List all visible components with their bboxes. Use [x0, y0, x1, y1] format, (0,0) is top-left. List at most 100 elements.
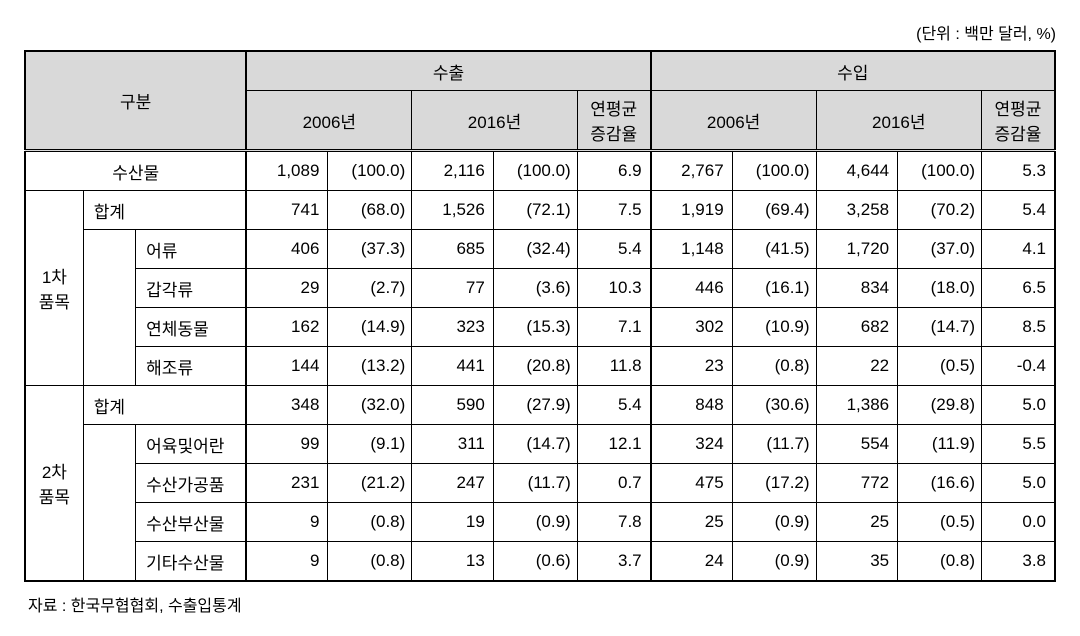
- cell-rate: 5.0: [982, 464, 1056, 503]
- cell-rate: -0.4: [982, 347, 1056, 386]
- row-label-seaweed: 해조류: [136, 347, 247, 386]
- cell-value: 144: [246, 347, 328, 386]
- cell-pct: (11.9): [898, 425, 982, 464]
- cell-pct: (0.9): [493, 503, 577, 542]
- row-label-fishmeat: 어육및어란: [136, 425, 247, 464]
- group-label-2: 2차 품목: [25, 386, 83, 582]
- cell-rate: 12.1: [577, 425, 650, 464]
- header-import-2006: 2006년: [651, 91, 816, 151]
- cell-pct: (10.9): [732, 308, 816, 347]
- cell-value: 9: [246, 503, 328, 542]
- cell-rate: 5.4: [982, 191, 1056, 230]
- cell-pct: (29.8): [898, 386, 982, 425]
- cell-value: 22: [816, 347, 898, 386]
- cell-rate: 0.0: [982, 503, 1056, 542]
- cell-pct: (0.8): [732, 347, 816, 386]
- cell-rate: 10.3: [577, 269, 650, 308]
- cell-value: 441: [412, 347, 494, 386]
- header-export: 수출: [246, 51, 650, 91]
- row-label-processed: 수산가공품: [136, 464, 247, 503]
- cell-pct: (20.8): [493, 347, 577, 386]
- cell-value: 2,116: [412, 151, 494, 191]
- cell-pct: (11.7): [732, 425, 816, 464]
- cell-pct: (14.7): [493, 425, 577, 464]
- cell-rate: 7.1: [577, 308, 650, 347]
- cell-value: 772: [816, 464, 898, 503]
- cell-value: 24: [651, 542, 733, 582]
- cell-value: 162: [246, 308, 328, 347]
- cell-pct: (0.5): [898, 503, 982, 542]
- cell-value: 247: [412, 464, 494, 503]
- cell-pct: (21.2): [328, 464, 412, 503]
- cell-pct: (9.1): [328, 425, 412, 464]
- row-label-crust: 갑각류: [136, 269, 247, 308]
- row-label-marine: 수산물: [25, 151, 246, 191]
- cell-pct: (13.2): [328, 347, 412, 386]
- cell-pct: (37.3): [328, 230, 412, 269]
- cell-pct: (11.7): [493, 464, 577, 503]
- cell-value: 23: [651, 347, 733, 386]
- cell-pct: (16.1): [732, 269, 816, 308]
- cell-pct: (2.7): [328, 269, 412, 308]
- cell-value: 4,644: [816, 151, 898, 191]
- cell-rate: 5.4: [577, 386, 650, 425]
- cell-value: 741: [246, 191, 328, 230]
- cell-pct: (15.3): [493, 308, 577, 347]
- cell-pct: (32.4): [493, 230, 577, 269]
- table-row: 어육및어란 99 (9.1) 311 (14.7) 12.1 324 (11.7…: [25, 425, 1055, 464]
- cell-pct: (18.0): [898, 269, 982, 308]
- cell-value: 19: [412, 503, 494, 542]
- cell-rate: 4.1: [982, 230, 1056, 269]
- cell-pct: (14.9): [328, 308, 412, 347]
- cell-value: 302: [651, 308, 733, 347]
- row-label-fish: 어류: [136, 230, 247, 269]
- cell-value: 25: [816, 503, 898, 542]
- cell-value: 554: [816, 425, 898, 464]
- cell-rate: 6.5: [982, 269, 1056, 308]
- row-label-other: 기타수산물: [136, 542, 247, 582]
- header-import-2016: 2016년: [816, 91, 981, 151]
- row-label-mollusc: 연체동물: [136, 308, 247, 347]
- cell-value: 35: [816, 542, 898, 582]
- cell-value: 29: [246, 269, 328, 308]
- cell-value: 682: [816, 308, 898, 347]
- table-row: 연체동물 162 (14.9) 323 (15.3) 7.1 302 (10.9…: [25, 308, 1055, 347]
- cell-rate: 5.4: [577, 230, 650, 269]
- cell-rate: 5.3: [982, 151, 1056, 191]
- cell-value: 77: [412, 269, 494, 308]
- cell-rate: 3.7: [577, 542, 650, 582]
- cell-value: 1,089: [246, 151, 328, 191]
- cell-value: 1,386: [816, 386, 898, 425]
- cell-pct: (0.6): [493, 542, 577, 582]
- cell-value: 848: [651, 386, 733, 425]
- cell-rate: 0.7: [577, 464, 650, 503]
- cell-rate: 3.8: [982, 542, 1056, 582]
- cell-value: 323: [412, 308, 494, 347]
- cell-pct: (0.8): [328, 503, 412, 542]
- cell-rate: 11.8: [577, 347, 650, 386]
- header-import: 수입: [651, 51, 1055, 91]
- cell-value: 311: [412, 425, 494, 464]
- cell-value: 475: [651, 464, 733, 503]
- cell-value: 348: [246, 386, 328, 425]
- cell-value: 1,148: [651, 230, 733, 269]
- table-row: 1차 품목 합계 741 (68.0) 1,526 (72.1) 7.5 1,9…: [25, 191, 1055, 230]
- cell-pct: (72.1): [493, 191, 577, 230]
- cell-pct: (100.0): [732, 151, 816, 191]
- trade-table: 구분 수출 수입 2006년 2016년 연평균 증감율 2006년 2016년…: [24, 50, 1056, 582]
- cell-pct: (14.7): [898, 308, 982, 347]
- cell-value: 406: [246, 230, 328, 269]
- cell-pct: (27.9): [493, 386, 577, 425]
- cell-value: 590: [412, 386, 494, 425]
- cell-value: 1,526: [412, 191, 494, 230]
- cell-rate: 8.5: [982, 308, 1056, 347]
- row-label-subtotal: 합계: [83, 386, 246, 425]
- source-label: 자료 : 한국무협협회, 수출입통계: [24, 592, 1056, 616]
- table-row: 수산가공품 231 (21.2) 247 (11.7) 0.7 475 (17.…: [25, 464, 1055, 503]
- cell-pct: (69.4): [732, 191, 816, 230]
- cell-value: 834: [816, 269, 898, 308]
- cell-value: 3,258: [816, 191, 898, 230]
- cell-pct: (16.6): [898, 464, 982, 503]
- table-row: 갑각류 29 (2.7) 77 (3.6) 10.3 446 (16.1) 83…: [25, 269, 1055, 308]
- header-export-2006: 2006년: [246, 91, 411, 151]
